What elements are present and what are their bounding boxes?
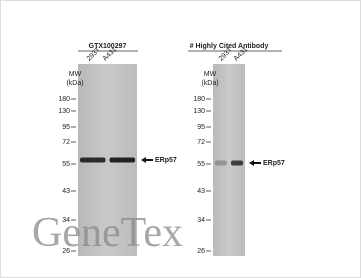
marker-label: 26 — [197, 248, 205, 255]
gel-lane — [213, 64, 245, 256]
marker-label: 95 — [62, 124, 70, 131]
marker-label: 34 — [197, 217, 205, 224]
marker-label: 130 — [193, 108, 205, 115]
marker-label: 43 — [62, 188, 70, 195]
figure: GTX100297293TA431MW(kDa)1801309572554334… — [0, 0, 361, 278]
band — [231, 161, 243, 166]
marker-label: 180 — [58, 96, 70, 103]
marker-label: 55 — [197, 161, 205, 168]
marker-label: 130 — [58, 108, 70, 115]
band — [80, 158, 106, 163]
mw-label: MW — [204, 71, 217, 78]
marker-label: 43 — [197, 188, 205, 195]
band — [110, 158, 136, 163]
marker-label: 72 — [62, 139, 70, 146]
band-label: ERp57 — [263, 160, 285, 167]
marker-label: 55 — [62, 161, 70, 168]
marker-label: 95 — [197, 124, 205, 131]
watermark: GeneTex — [32, 210, 183, 256]
mw-label: (kDa) — [201, 80, 218, 87]
band-label: ERp57 — [155, 157, 177, 164]
band — [215, 161, 227, 166]
marker-label: 180 — [193, 96, 205, 103]
mw-label: MW — [69, 71, 82, 78]
marker-label: 72 — [197, 139, 205, 146]
mw-label: (kDa) — [66, 80, 83, 87]
